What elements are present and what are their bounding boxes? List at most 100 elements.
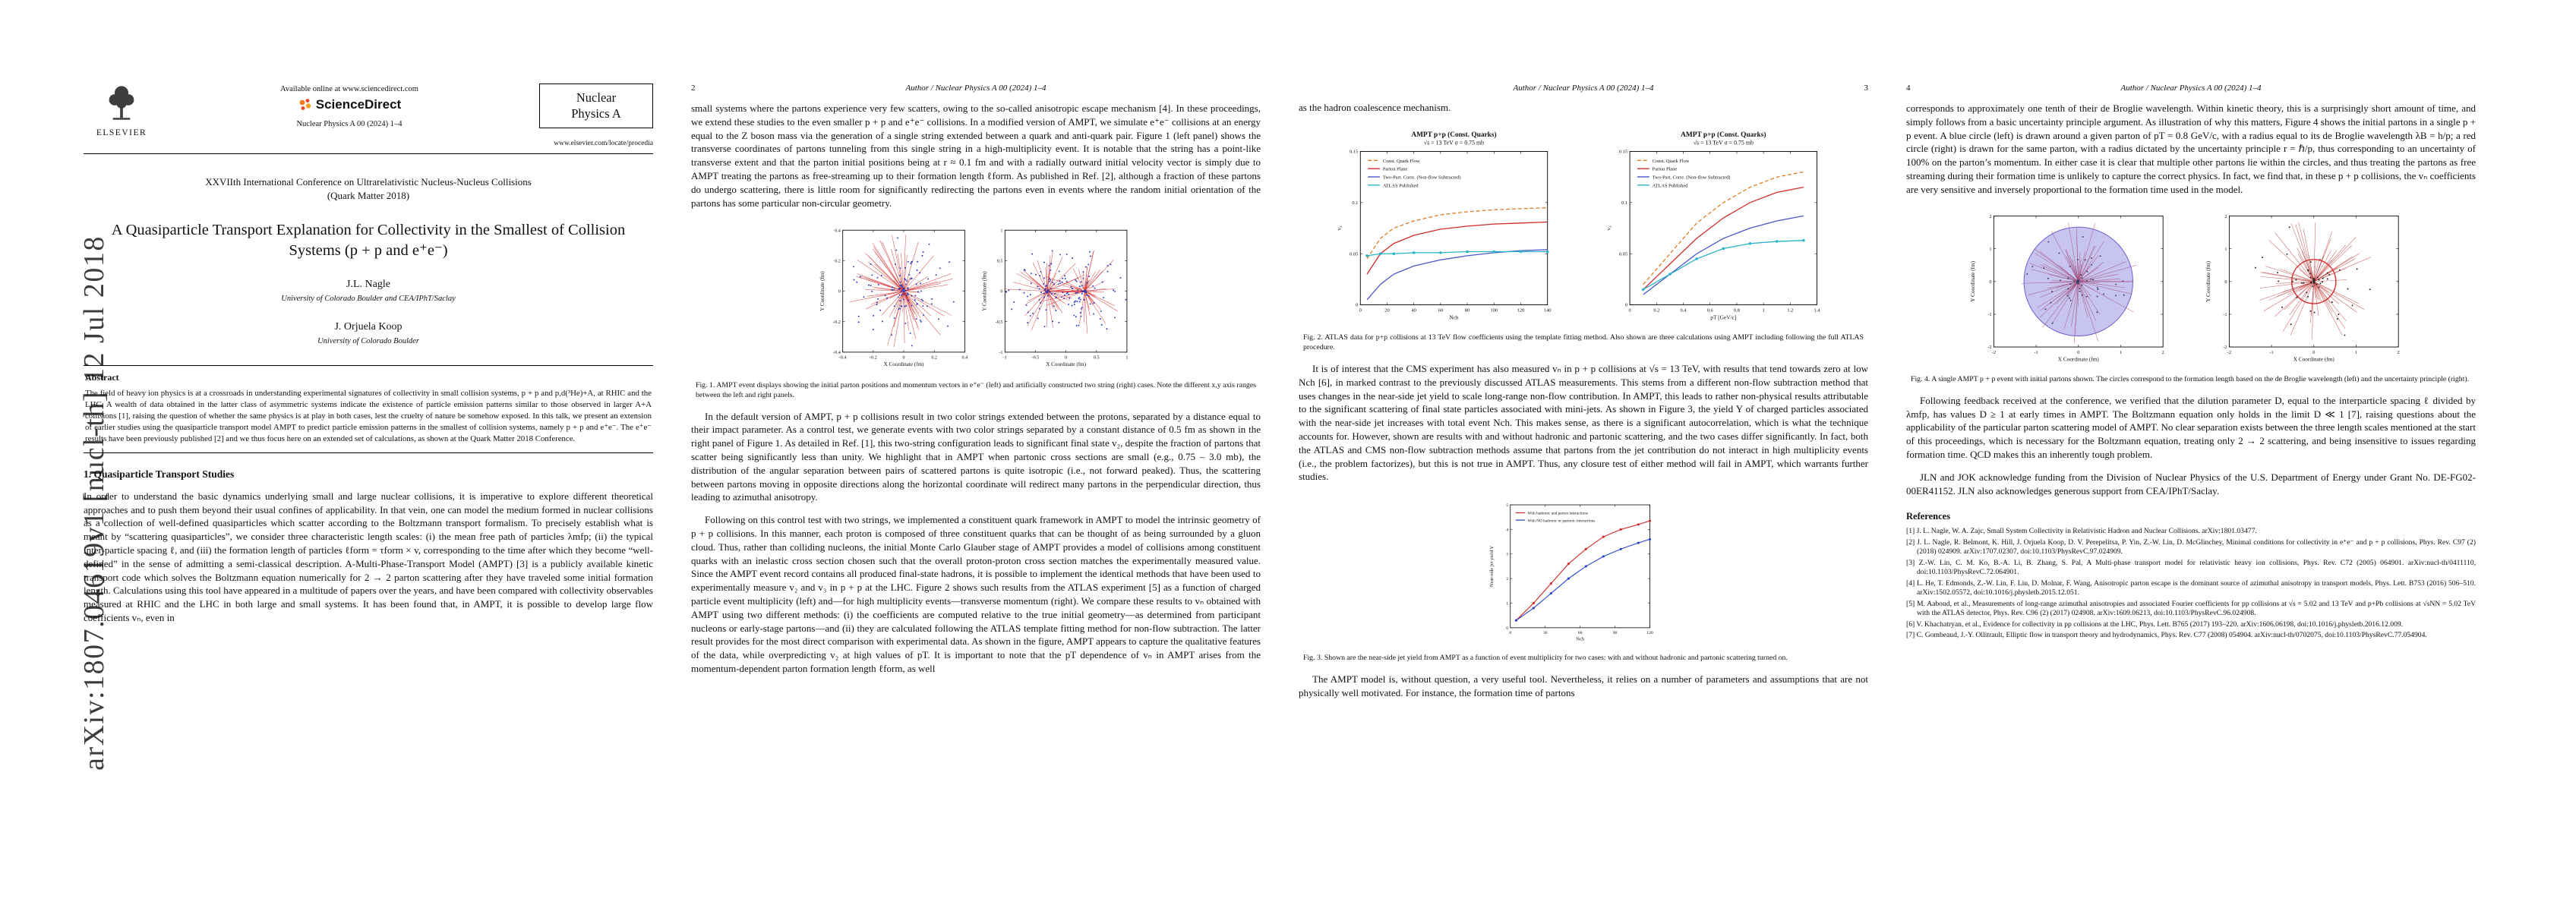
svg-text:0.2: 0.2 — [835, 260, 841, 264]
page-1: ELSEVIER Available online at www.science… — [84, 46, 653, 881]
svg-text:0: 0 — [1509, 631, 1511, 635]
reference-item: [6] V. Khachatryan, et al., Evidence for… — [1906, 619, 2404, 629]
reference-item: [5] M. Aaboud, et al., Measurements of l… — [1906, 599, 2476, 618]
svg-text:0: 0 — [1625, 303, 1627, 308]
svg-text:0.1: 0.1 — [1621, 200, 1627, 206]
locate-url: www.elsevier.com/locate/procedia — [554, 140, 653, 147]
svg-text:0.4: 0.4 — [1681, 307, 1687, 313]
paragraph: small systems where the partons experien… — [691, 102, 1261, 209]
reference-item: [2] J. L. Nagle, R. Belmont, K. Hill, J.… — [1906, 537, 2476, 556]
section-heading-1: 1. Quasiparticle Transport Studies — [84, 468, 235, 480]
svg-text:0.15: 0.15 — [1619, 150, 1627, 155]
svg-text:0: 0 — [902, 356, 904, 361]
svg-text:0: 0 — [1065, 356, 1067, 361]
svg-text:20: 20 — [1384, 307, 1389, 313]
figure-2-caption: Fig. 2. ATLAS data for p+p collisions at… — [1303, 333, 1864, 352]
svg-text:30: 30 — [1543, 631, 1548, 635]
svg-text:0: 0 — [1359, 307, 1362, 313]
journal-name-line1: Nuclear — [576, 90, 617, 105]
svg-text:0.05: 0.05 — [1350, 251, 1358, 257]
svg-text:0.8: 0.8 — [1734, 307, 1740, 313]
svg-text:0.4: 0.4 — [962, 356, 968, 361]
fig3-svg: 0 30 60 90 120 0 1 2 3 4 5 Nch Near-side jet yield Y… — [1489, 503, 1653, 642]
figure-4-caption: Fig. 4. A single AMPT p + p event with i… — [1911, 374, 2470, 383]
svg-text:1: 1 — [1125, 356, 1128, 361]
svg-text:Y Coordinate (fm): Y Coordinate (fm) — [1970, 260, 1976, 301]
svg-text:1: 1 — [2355, 349, 2357, 355]
svg-text:-2: -2 — [2223, 345, 2227, 350]
svg-text:v₂: v₂ — [1336, 225, 1343, 231]
reference-item: [4] L. He, T. Edmonds, Z.-W. Lin, F. Liu… — [1906, 578, 2476, 597]
conference-line2: (Quark Matter 2018) — [327, 189, 410, 201]
svg-text:√s = 13 TeV σ = 0.75 mb: √s = 13 TeV σ = 0.75 mb — [1694, 140, 1754, 147]
figure-1-caption: Fig. 1. AMPT event displays showing the … — [696, 380, 1256, 399]
svg-text:Y Coordinate (fm): Y Coordinate (fm) — [982, 271, 988, 311]
svg-text:0.2: 0.2 — [1653, 307, 1659, 313]
svg-text:0: 0 — [1506, 626, 1508, 631]
figure-2: AMPT p+p (Const. Quarks) √s = 13 TeV σ = … — [1299, 125, 1868, 353]
conference-title: XXVIIth International Conference on Ultr… — [84, 175, 653, 202]
svg-text:2: 2 — [1989, 213, 1991, 219]
svg-text:1.2: 1.2 — [1787, 307, 1793, 313]
running-head-text: Author / Nuclear Physics A 00 (2024) 1–4 — [1513, 84, 1654, 93]
sciencedirect-dots-icon — [299, 99, 311, 110]
svg-text:pT [GeV/c]: pT [GeV/c] — [1710, 314, 1736, 320]
svg-text:40: 40 — [1411, 307, 1416, 313]
svg-text:-1: -1 — [2269, 349, 2273, 355]
svg-text:80: 80 — [1465, 307, 1470, 313]
header-rule — [84, 153, 653, 154]
svg-text:0: 0 — [1356, 303, 1358, 308]
page-number: 4 — [1906, 84, 1911, 93]
paragraph: The AMPT model is, without question, a v… — [1299, 673, 1868, 698]
paragraph: In order to understand the basic dynamic… — [84, 490, 653, 623]
svg-text:60: 60 — [1438, 307, 1443, 313]
available-online-text: Available online at www.sciencedirect.co… — [280, 85, 418, 93]
svg-text:-0.4: -0.4 — [839, 356, 847, 361]
svg-text:3: 3 — [1506, 553, 1508, 557]
references-heading: References — [1906, 511, 1951, 522]
reference-item: [1] J. L. Nagle, W. A. Zajc, Small Syste… — [1906, 527, 2257, 536]
svg-text:-1: -1 — [1003, 356, 1007, 361]
running-head-text: Author / Nuclear Physics A 00 (2024) 1–4 — [905, 84, 1046, 93]
svg-text:1.4: 1.4 — [1814, 307, 1821, 313]
svg-text:With NO hadronic or partonic i: With NO hadronic or partonic interaction… — [1528, 519, 1596, 524]
svg-text:0: 0 — [1629, 307, 1631, 313]
svg-text:0: 0 — [2312, 349, 2315, 355]
paragraph: as the hadron coalescence mechanism. — [1299, 102, 1451, 113]
svg-text:140: 140 — [1544, 307, 1552, 313]
svg-text:0.6: 0.6 — [1707, 307, 1713, 313]
conference-line1: XXVIIth International Conference on Ultr… — [205, 176, 532, 188]
figure-3-caption: Fig. 3. Shown are the near-side jet yiel… — [1303, 654, 1788, 663]
svg-text:Nch: Nch — [1449, 314, 1459, 320]
journal-name-line2: Physics A — [571, 106, 621, 121]
svg-text:0.05: 0.05 — [1619, 251, 1627, 257]
figure-3: 0 30 60 90 120 0 1 2 3 4 5 Nch Near-side jet yield Y… — [1299, 494, 1868, 664]
svg-text:0.1: 0.1 — [1352, 200, 1358, 206]
elsevier-logo: ELSEVIER — [84, 84, 159, 137]
svg-text:X Coordinate (fm): X Coordinate (fm) — [2293, 356, 2335, 362]
svg-text:5: 5 — [1506, 503, 1508, 508]
svg-text:2: 2 — [2398, 349, 2400, 355]
sciencedirect-logo: ScienceDirect — [159, 97, 539, 112]
running-head: 2 Author / Nuclear Physics A 00 (2024) 1… — [691, 84, 1261, 93]
paragraph: It is of interest that the CMS experimen… — [1299, 363, 1868, 483]
svg-text:0.2: 0.2 — [931, 356, 937, 361]
abstract-section: Abstract The field of heavy ion physics … — [84, 365, 653, 453]
svg-text:Parton Plane: Parton Plane — [1383, 167, 1408, 172]
svg-text:AMPT p+p (Const. Quarks): AMPT p+p (Const. Quarks) — [1681, 131, 1766, 139]
running-head: Author / Nuclear Physics A 00 (2024) 1–4… — [1299, 84, 1868, 93]
abstract-text: The field of heavy ion physics is at a c… — [85, 389, 652, 443]
svg-text:Near-side jet yield Y: Near-side jet yield Y — [1489, 546, 1495, 588]
svg-text:1: 1 — [2120, 349, 2122, 355]
svg-text:90: 90 — [1613, 631, 1618, 635]
svg-text:4: 4 — [1506, 528, 1508, 533]
svg-text:-0.2: -0.2 — [833, 320, 841, 325]
fig4-svg: -2 -1 0 1 2 -2 -1 0 1 2 X Coordinate (fm) Y Coordin… — [1970, 213, 2400, 362]
paragraph: In the default version of AMPT, p + p co… — [691, 410, 1261, 503]
svg-text:0: 0 — [2224, 279, 2227, 285]
journal-citation: Nuclear Physics A 00 (2024) 1–4 — [296, 120, 402, 128]
svg-text:1: 1 — [1506, 602, 1508, 607]
svg-text:0.5: 0.5 — [1094, 356, 1100, 361]
figure-1: -0.4 -0.2 0 0.2 0.4 -0.4 -0.2 0 0.2 0.4 X Coordina… — [691, 220, 1261, 400]
svg-text:-0.5: -0.5 — [996, 320, 1003, 325]
